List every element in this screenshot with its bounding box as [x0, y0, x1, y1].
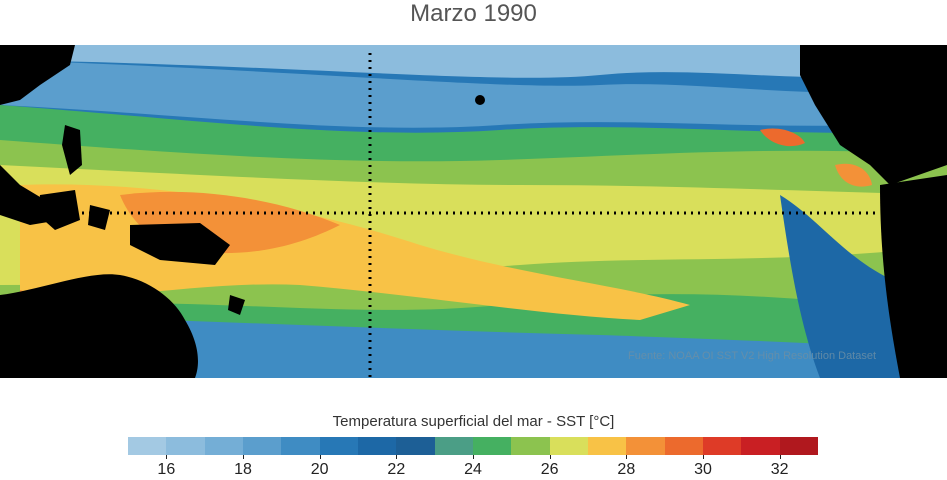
land-sulawesi — [88, 205, 110, 230]
land-vanuatu — [228, 295, 245, 315]
colorbar-tick-mark — [626, 455, 628, 459]
colorbar-label: Temperatura superficial del mar - SST [°… — [332, 413, 615, 430]
colorbar-tick-mark — [779, 455, 781, 459]
colorbar-tick-label: 22 — [387, 461, 406, 478]
source-note: Fuente: NOAA OI SST V2 High Resolution D… — [628, 350, 877, 362]
land-borneo — [38, 190, 80, 230]
sst-map: Fuente: NOAA OI SST V2 High Resolution D… — [0, 45, 947, 378]
colorbar-swatch — [434, 437, 473, 455]
colorbar — [128, 437, 818, 455]
colorbar-tick-label: 28 — [617, 461, 636, 478]
colorbar-swatch — [664, 437, 703, 455]
colorbar-tick-mark — [396, 455, 398, 459]
colorbar-tick-label: 26 — [540, 461, 559, 478]
colorbar-swatch — [549, 437, 588, 455]
colorbar-swatch — [204, 437, 243, 455]
band-cool-south — [0, 315, 947, 378]
colorbar-tick-mark — [549, 455, 551, 459]
colorbar-swatch — [357, 437, 397, 455]
colorbar-tick-mark — [473, 455, 474, 459]
colorbar-swatch — [511, 437, 550, 455]
colorbar-swatch — [472, 437, 512, 455]
band-cold-north — [0, 45, 947, 78]
land-hawaii — [475, 95, 485, 105]
map-title: Marzo 1990 — [410, 0, 537, 27]
hot-spot-central-america — [760, 128, 805, 147]
colorbar-swatch — [128, 437, 167, 455]
land-new-guinea — [130, 223, 230, 265]
colorbar-tick-label: 32 — [770, 461, 789, 478]
land-north-america — [800, 45, 947, 185]
colorbar-tick-label: 16 — [157, 461, 176, 478]
hot-spot-panama — [835, 163, 872, 187]
land-asia — [0, 45, 75, 105]
colorbar-swatch — [242, 437, 282, 455]
colorbar-tick-mark — [166, 455, 168, 459]
colorbar-ticks: 16 18 20 22 24 26 28 30 32 — [128, 455, 818, 478]
colorbar-tick-label: 24 — [464, 461, 482, 478]
colorbar-tick-label: 18 — [234, 461, 252, 478]
colorbar-tick-label: 20 — [310, 461, 329, 478]
colorbar-tick-mark — [703, 455, 704, 459]
colorbar-swatch — [779, 437, 818, 455]
colorbar-swatch — [702, 437, 742, 455]
land-philippines — [62, 125, 82, 175]
colorbar-swatch — [319, 437, 358, 455]
colorbar-swatch — [396, 437, 435, 455]
land-south-america — [880, 175, 947, 378]
colorbar-tick-mark — [319, 455, 321, 459]
land-australia — [0, 274, 198, 378]
colorbar-swatch — [166, 437, 205, 455]
colorbar-tick-mark — [243, 455, 244, 459]
colorbar-swatch — [626, 437, 665, 455]
colorbar-swatch — [587, 437, 627, 455]
colorbar-swatch — [281, 437, 320, 455]
colorbar-tick-label: 30 — [694, 461, 712, 478]
colorbar-swatch — [741, 437, 780, 455]
band-cool-north — [0, 60, 947, 128]
sst-map-canvas — [0, 45, 947, 378]
